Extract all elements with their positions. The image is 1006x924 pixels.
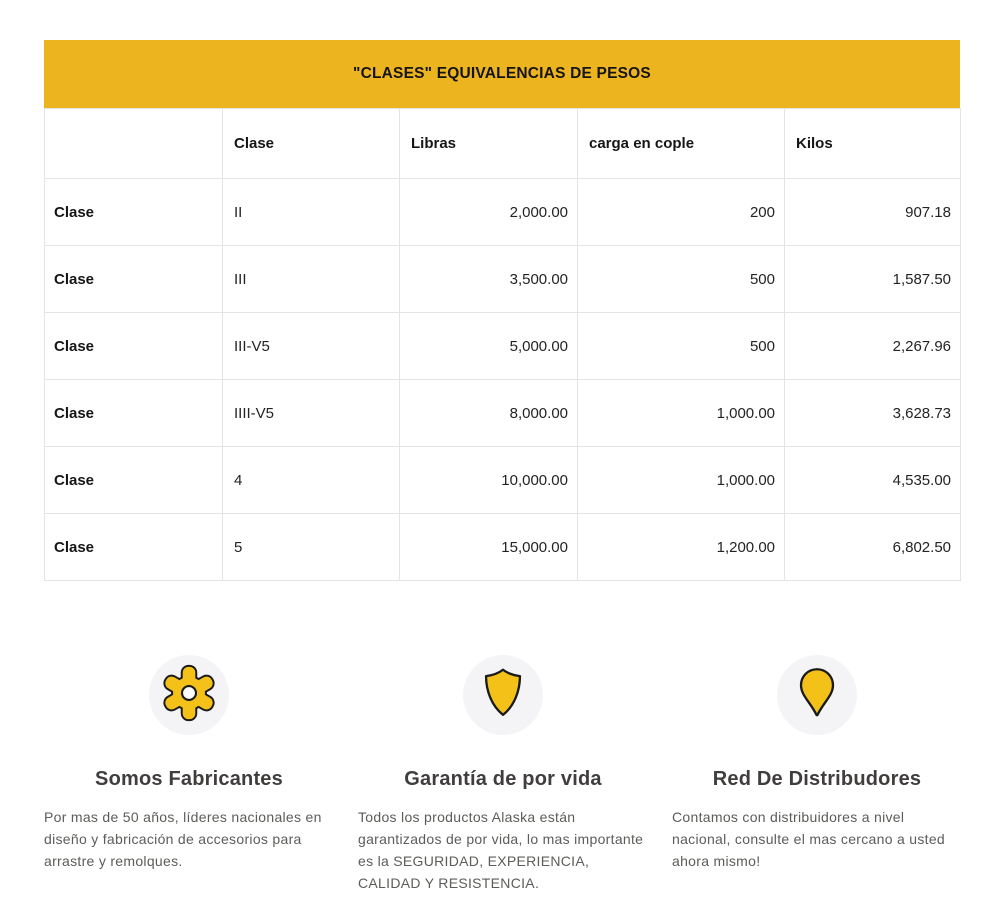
feature-garantia: Garantía de por vida Todos los productos… xyxy=(358,655,648,894)
clase-value: III-V5 xyxy=(222,312,400,380)
table-title-bar: "CLASES" EQUIVALENCIAS DE PESOS xyxy=(44,40,960,108)
carga-value: 1,200.00 xyxy=(577,513,785,581)
table-row: Clase 5 15,000.00 1,200.00 6,802.50 xyxy=(44,513,961,581)
clase-value: 4 xyxy=(222,446,400,514)
column-header-blank xyxy=(44,108,223,179)
libras-value: 5,000.00 xyxy=(399,312,578,380)
row-label: Clase xyxy=(44,379,223,447)
gear-icon-circle xyxy=(149,655,229,735)
shield-icon xyxy=(472,662,534,729)
table-row: Clase IIII-V5 8,000.00 1,000.00 3,628.73 xyxy=(44,379,961,447)
libras-value: 10,000.00 xyxy=(399,446,578,514)
carga-value: 1,000.00 xyxy=(577,446,785,514)
clase-value: IIII-V5 xyxy=(222,379,400,447)
weights-table: Clase Libras carga en cople Kilos Clase … xyxy=(44,108,961,581)
kilos-value: 3,628.73 xyxy=(784,379,961,447)
features-section: Somos Fabricantes Por mas de 50 años, lí… xyxy=(0,655,1006,894)
kilos-value: 2,267.96 xyxy=(784,312,961,380)
feature-description: Por mas de 50 años, líderes nacionales e… xyxy=(44,809,322,869)
feature-distribuidores: Red De Distribudores Contamos con distri… xyxy=(672,655,962,894)
feature-description: Todos los productos Alaska están garanti… xyxy=(358,809,644,891)
feature-title: Somos Fabricantes xyxy=(95,768,283,790)
gear-icon xyxy=(158,662,220,729)
weight-equivalence-table-section: "CLASES" EQUIVALENCIAS DE PESOS Clase Li… xyxy=(44,40,961,581)
feature-title: Garantía de por vida xyxy=(404,768,602,790)
carga-value: 1,000.00 xyxy=(577,379,785,447)
table-title: "CLASES" EQUIVALENCIAS DE PESOS xyxy=(353,65,651,82)
location-pin-icon xyxy=(786,662,848,729)
clase-value: 5 xyxy=(222,513,400,581)
column-header-clase: Clase xyxy=(222,108,400,179)
table-row: Clase 4 10,000.00 1,000.00 4,535.00 xyxy=(44,446,961,514)
clase-value: III xyxy=(222,245,400,313)
column-header-carga-en-cople: carga en cople xyxy=(577,108,785,179)
libras-value: 15,000.00 xyxy=(399,513,578,581)
row-label: Clase xyxy=(44,513,223,581)
feature-somos-fabricantes: Somos Fabricantes Por mas de 50 años, lí… xyxy=(44,655,334,894)
column-header-libras: Libras xyxy=(399,108,578,179)
row-label: Clase xyxy=(44,312,223,380)
kilos-value: 907.18 xyxy=(784,178,961,246)
table-row: Clase II 2,000.00 200 907.18 xyxy=(44,178,961,246)
libras-value: 8,000.00 xyxy=(399,379,578,447)
carga-value: 500 xyxy=(577,245,785,313)
row-label: Clase xyxy=(44,178,223,246)
feature-description: Contamos con distribuidores a nivel naci… xyxy=(672,809,946,869)
row-label: Clase xyxy=(44,245,223,313)
column-header-kilos: Kilos xyxy=(784,108,961,179)
table-header-row: Clase Libras carga en cople Kilos xyxy=(44,108,961,179)
table-row: Clase III-V5 5,000.00 500 2,267.96 xyxy=(44,312,961,380)
clase-value: II xyxy=(222,178,400,246)
libras-value: 3,500.00 xyxy=(399,245,578,313)
feature-title: Red De Distribudores xyxy=(712,768,922,790)
location-pin-icon-circle xyxy=(777,655,857,735)
row-label: Clase xyxy=(44,446,223,514)
libras-value: 2,000.00 xyxy=(399,178,578,246)
kilos-value: 1,587.50 xyxy=(784,245,961,313)
shield-icon-circle xyxy=(463,655,543,735)
carga-value: 200 xyxy=(577,178,785,246)
table-row: Clase III 3,500.00 500 1,587.50 xyxy=(44,245,961,313)
kilos-value: 6,802.50 xyxy=(784,513,961,581)
carga-value: 500 xyxy=(577,312,785,380)
kilos-value: 4,535.00 xyxy=(784,446,961,514)
